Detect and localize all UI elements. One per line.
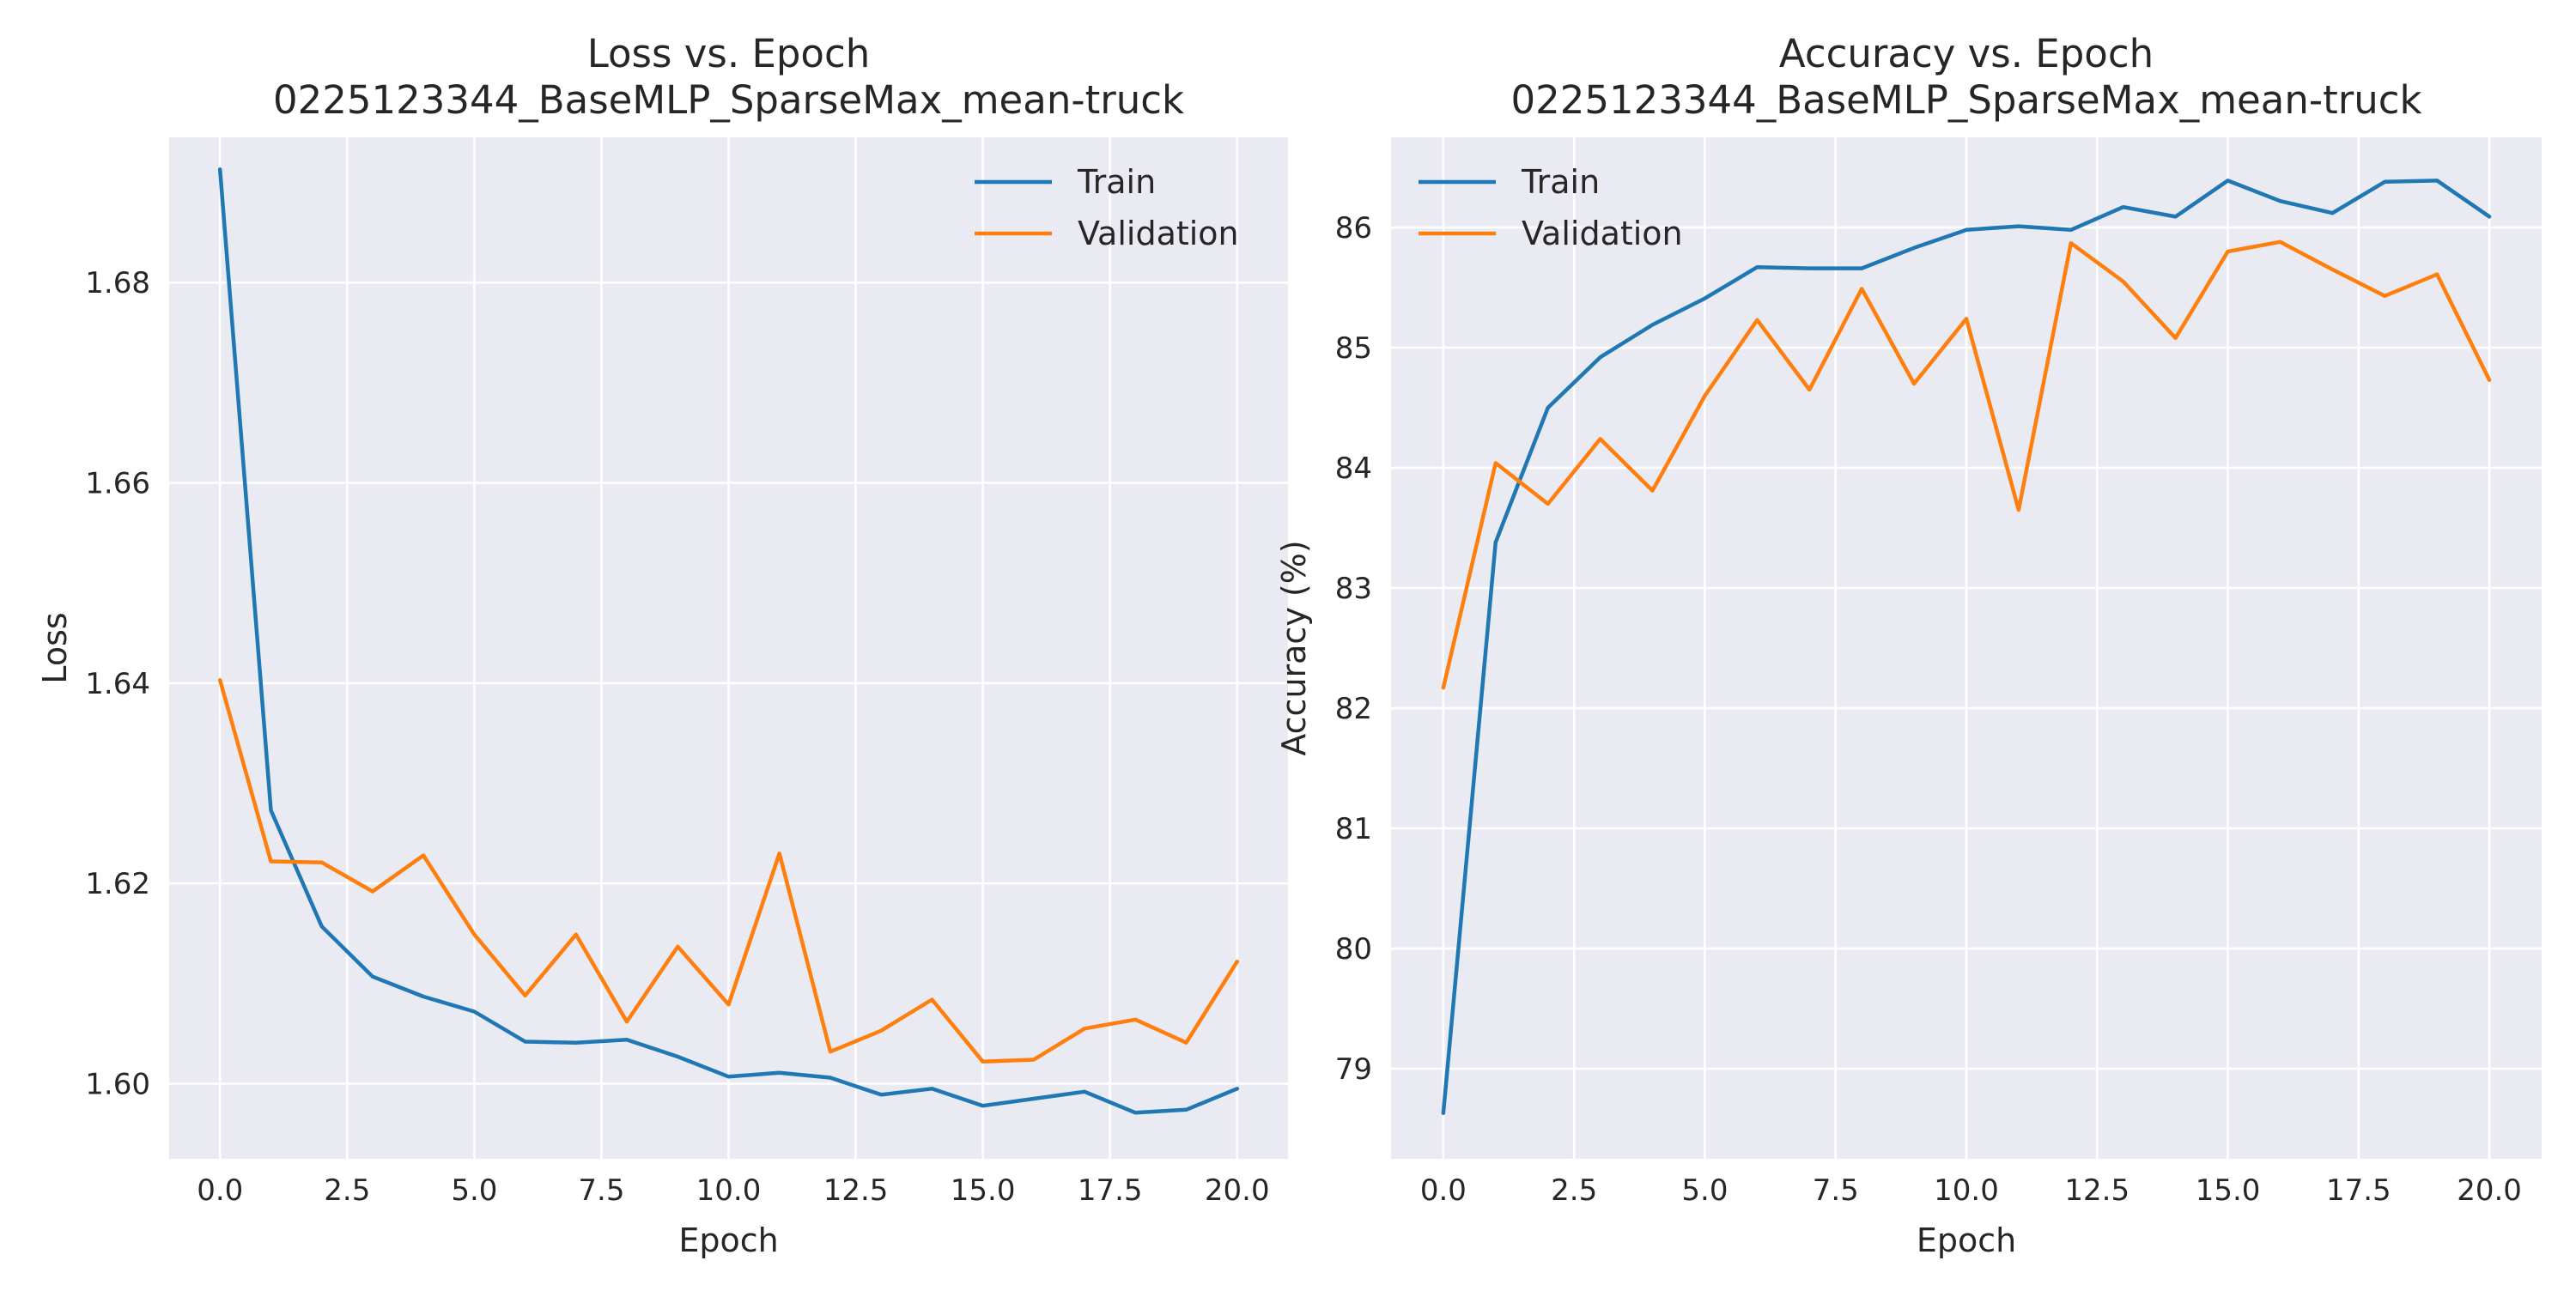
loss-x-tick-label: 5.0: [451, 1173, 497, 1208]
accuracy-y-tick-label: 84: [1335, 452, 1372, 486]
accuracy-x-tick-label: 2.5: [1551, 1173, 1597, 1208]
accuracy-y-tick-label: 82: [1335, 692, 1372, 726]
loss-x-tick-label: 2.5: [324, 1173, 370, 1208]
accuracy-chart-subtitle: 0225123344_BaseMLP_SparseMax_mean-truck: [1510, 77, 2421, 123]
loss-y-tick-label: 1.68: [85, 266, 150, 300]
accuracy-x-tick-label: 17.5: [2326, 1173, 2391, 1208]
accuracy-y-axis-label: Accuracy (%): [1275, 540, 1313, 755]
accuracy-y-tick-label: 86: [1335, 211, 1372, 245]
accuracy-validation-series-line: [1441, 239, 2492, 690]
accuracy-train-series-line: [1441, 179, 2492, 1116]
loss-chart-subtitle: 0225123344_BaseMLP_SparseMax_mean-truck: [273, 77, 1184, 123]
accuracy-x-tick-label: 5.0: [1681, 1173, 1728, 1208]
loss-y-tick-label: 1.60: [85, 1068, 150, 1102]
loss-x-axis-label: Epoch: [678, 1221, 778, 1259]
accuracy-x-tick-label: 7.5: [1813, 1173, 1859, 1208]
loss-chart-panel: 0.0 2.5 5.0 7.5 10.0 12.5 15.0 17.5 20.0 1.60 1.62…: [36, 31, 1288, 1259]
loss-y-axis-label: Loss: [36, 612, 74, 683]
loss-x-tick-label: 10.0: [696, 1173, 762, 1208]
loss-y-tick-label: 1.64: [85, 667, 150, 701]
loss-x-tick-label: 0.0: [197, 1173, 243, 1208]
accuracy-y-tick-label: 83: [1335, 572, 1372, 606]
accuracy-y-tick-label: 85: [1335, 331, 1372, 366]
accuracy-x-tick-label: 12.5: [2064, 1173, 2129, 1208]
loss-legend-label-train: Train: [1077, 163, 1156, 201]
loss-train-series-line: [217, 167, 1240, 1115]
loss-validation-series-line: [217, 678, 1240, 1064]
accuracy-legend-label-train: Train: [1521, 163, 1600, 201]
loss-x-tick-label: 17.5: [1078, 1173, 1143, 1208]
accuracy-x-tick-label: 10.0: [1934, 1173, 1999, 1208]
loss-x-tick-label: 15.0: [951, 1173, 1016, 1208]
accuracy-y-tick-label: 80: [1335, 932, 1372, 967]
loss-y-tick-label: 1.62: [85, 867, 150, 901]
loss-x-tick-label: 20.0: [1205, 1173, 1270, 1208]
accuracy-chart-title: Accuracy vs. Epoch: [1779, 31, 2154, 76]
loss-x-tick-label: 7.5: [578, 1173, 624, 1208]
accuracy-x-tick-label: 0.0: [1420, 1173, 1467, 1208]
loss-y-tick-label: 1.66: [85, 467, 150, 501]
accuracy-x-tick-label: 20.0: [2457, 1173, 2522, 1208]
loss-chart-title: Loss vs. Epoch: [587, 31, 870, 76]
accuracy-x-axis-label: Epoch: [1917, 1221, 2016, 1259]
loss-legend-label-validation: Validation: [1078, 215, 1239, 252]
loss-x-tick-label: 12.5: [823, 1173, 889, 1208]
accuracy-y-tick-label: 79: [1335, 1052, 1372, 1087]
accuracy-x-tick-label: 15.0: [2196, 1173, 2261, 1208]
accuracy-chart-panel: 0.0 2.5 5.0 7.5 10.0 12.5 15.0 17.5 20.0 79 80 81 82…: [1275, 31, 2542, 1259]
accuracy-y-tick-label: 81: [1335, 812, 1372, 846]
accuracy-legend-label-validation: Validation: [1522, 215, 1683, 252]
